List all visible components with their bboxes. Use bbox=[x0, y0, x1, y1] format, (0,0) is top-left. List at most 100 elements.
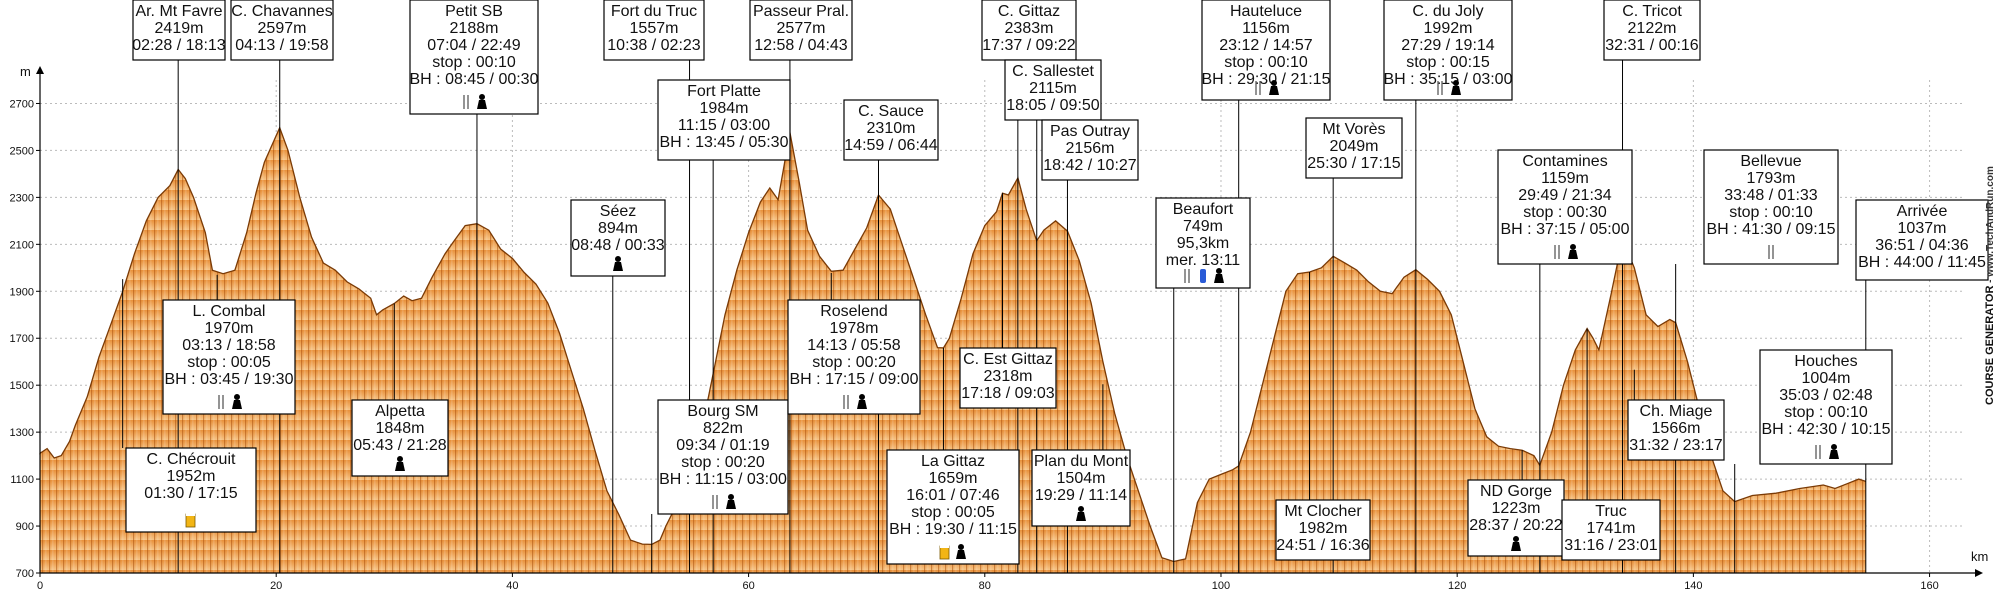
x-tick-label: 120 bbox=[1448, 580, 1466, 592]
annotation-line: 1952m bbox=[167, 468, 216, 485]
annotation-line: 2156m bbox=[1066, 140, 1115, 157]
annotation-line: 95,3km bbox=[1177, 235, 1229, 252]
annotation-line: 1566m bbox=[1652, 420, 1701, 437]
annotation-line: 2597m bbox=[258, 20, 307, 37]
annotation-line: 2419m bbox=[155, 20, 204, 37]
annotation-line: 894m bbox=[598, 220, 638, 237]
annotation-line: 09:34 / 01:19 bbox=[676, 437, 770, 454]
annotation-line: stop : 00:10 bbox=[1784, 404, 1868, 421]
annotation-name: C. Gittaz bbox=[998, 3, 1060, 20]
aid-station-icon bbox=[1269, 80, 1279, 95]
fork-knife-icon bbox=[1768, 245, 1774, 259]
annotation-name: C. Chavannes bbox=[231, 3, 332, 20]
fork-knife-icon bbox=[1255, 81, 1261, 95]
annotation-line: stop : 00:15 bbox=[1406, 54, 1490, 71]
y-tick-label: 900 bbox=[16, 521, 34, 533]
annotation-name: Truc bbox=[1595, 503, 1626, 520]
annotation-box-frame bbox=[1561, 499, 1661, 561]
annotation-line: 33:48 / 01:33 bbox=[1724, 187, 1818, 204]
y-tick-label: 2300 bbox=[10, 192, 34, 204]
annotation-box-frame bbox=[1497, 149, 1633, 265]
aid-station-icon bbox=[1568, 244, 1578, 259]
profile-area bbox=[40, 127, 1866, 573]
annotation-line: 2115m bbox=[1029, 80, 1077, 97]
annotation-line: 31:16 / 23:01 bbox=[1564, 537, 1658, 554]
annotation-box-frame bbox=[959, 347, 1057, 409]
annotation-line: 03:13 / 18:58 bbox=[182, 337, 276, 354]
annotation-line: 822m bbox=[703, 420, 743, 437]
annotation-box-frame bbox=[1855, 199, 1989, 281]
annotation-line: 2122m bbox=[1628, 20, 1677, 37]
annotation-line: 01:30 / 17:15 bbox=[144, 485, 238, 502]
aid-station-icon bbox=[395, 456, 405, 471]
aid-station-icon bbox=[1076, 506, 1086, 521]
annotation-line: 19:29 / 11:14 bbox=[1035, 487, 1127, 504]
annotation-line: BH : 03:45 / 19:30 bbox=[165, 371, 294, 388]
aid-station-icon bbox=[1451, 80, 1461, 95]
annotation-line: 1037m bbox=[1898, 220, 1947, 237]
x-tick-label: 20 bbox=[270, 580, 282, 592]
annotation-line: 25:30 / 17:15 bbox=[1307, 155, 1401, 172]
profile-line bbox=[39, 125, 1867, 563]
annotation-line: BH : 11:15 / 03:00 bbox=[659, 471, 787, 488]
y-axis-arrow-icon bbox=[36, 66, 44, 74]
fork-knife-icon bbox=[712, 495, 718, 509]
annotation-line: 2577m bbox=[777, 20, 826, 37]
fork-knife-icon bbox=[843, 395, 849, 409]
annotation-name: C. Tricot bbox=[1622, 3, 1682, 20]
annotation-name: Pas Outray bbox=[1050, 123, 1130, 140]
annotation-box-frame bbox=[843, 99, 939, 161]
annotation-name: Plan du Mont bbox=[1034, 453, 1129, 470]
annotation-name: La Gittaz bbox=[921, 453, 985, 470]
fork-knife-icon bbox=[1554, 245, 1560, 259]
annotation-name: C. Est Gittaz bbox=[963, 351, 1053, 368]
annotation-box-frame bbox=[1041, 119, 1139, 181]
annotation-name: Bourg SM bbox=[687, 403, 758, 420]
annotation-line: 05:43 / 21:28 bbox=[353, 437, 447, 454]
aid-station-icon bbox=[956, 544, 966, 559]
y-tick-label: 1300 bbox=[10, 427, 34, 439]
annotation-box-frame bbox=[657, 79, 791, 161]
annotation-name: C. du Joly bbox=[1412, 3, 1483, 20]
annotation-line: 1223m bbox=[1492, 500, 1541, 517]
fork-knife-icon bbox=[1184, 269, 1190, 283]
annotation-line: BH : 17:15 / 09:00 bbox=[790, 371, 919, 388]
annotation-name: Bellevue bbox=[1740, 153, 1801, 170]
annotation-box-frame bbox=[162, 299, 296, 415]
annotation-line: 18:05 / 09:50 bbox=[1006, 97, 1100, 114]
y-axis-unit: m bbox=[20, 64, 31, 79]
annotation-box-frame bbox=[1627, 399, 1725, 461]
annotation-line: stop : 00:20 bbox=[681, 454, 765, 471]
y-tick-label: 2500 bbox=[10, 145, 34, 157]
annotation-box-frame bbox=[1201, 0, 1331, 101]
annotation-line: BH : 13:45 / 05:30 bbox=[660, 134, 789, 151]
annotation-line: stop : 00:20 bbox=[812, 354, 896, 371]
annotation-line: stop : 00:10 bbox=[432, 54, 516, 71]
y-tick-label: 1700 bbox=[10, 333, 34, 345]
annotation-name: Passeur Pral. bbox=[753, 3, 849, 20]
aid-station-icon bbox=[1829, 444, 1839, 459]
annotation-name: Ar. Mt Favre bbox=[135, 3, 222, 20]
annotation-line: 10:38 / 02:23 bbox=[607, 37, 701, 54]
y-tick-label: 2700 bbox=[10, 98, 34, 110]
annotation-line: 1156m bbox=[1242, 20, 1290, 37]
x-tick-label: 60 bbox=[742, 580, 754, 592]
annotation-line: 29:49 / 21:34 bbox=[1518, 187, 1612, 204]
